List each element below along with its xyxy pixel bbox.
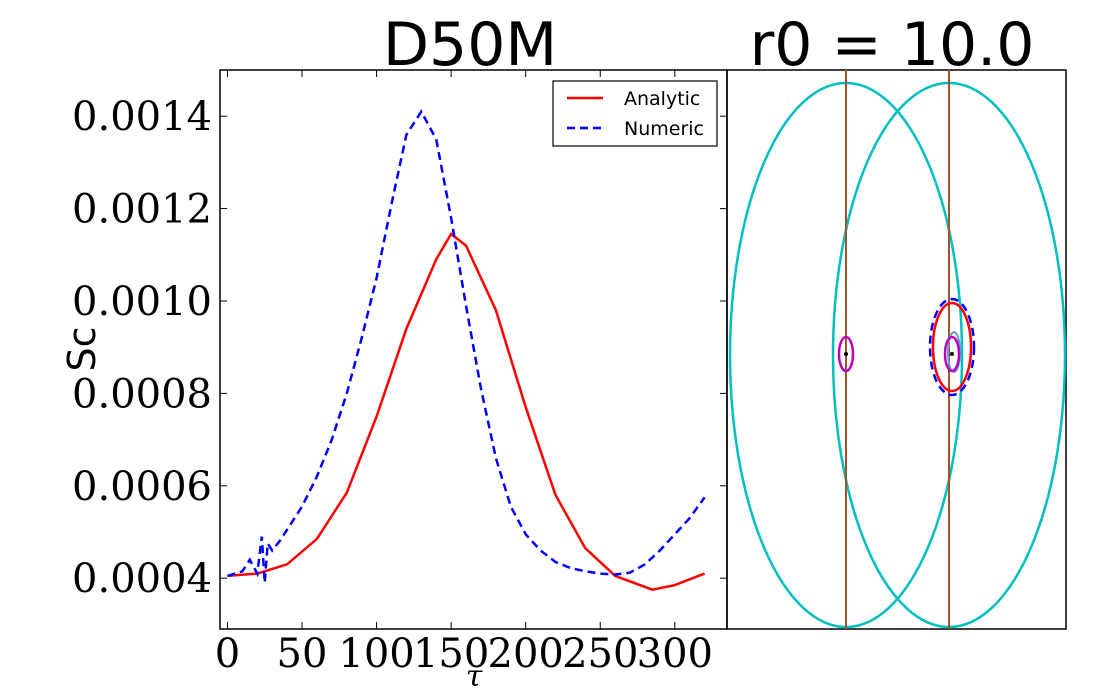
x-tick-label: 100 — [338, 631, 414, 677]
right-small-ellipse — [943, 335, 961, 373]
x-tick-label: 50 — [277, 631, 328, 677]
y-tick-label: 0.0008 — [72, 371, 212, 417]
y-tick-label: 0.0012 — [72, 187, 212, 233]
orbit-diagram — [728, 70, 1067, 629]
blue-dashed-orbit — [928, 297, 976, 397]
right-panel: r0 = 10.0 — [726, 10, 1067, 630]
y-tick-label: 0.0004 — [72, 556, 212, 602]
y-tick-label: 0.0006 — [72, 464, 212, 510]
left-small-ellipse — [837, 335, 855, 373]
x-tick-label: 200 — [488, 631, 564, 677]
y-axis-label: Sc — [60, 326, 104, 371]
y-tick-label: 0.0010 — [72, 279, 212, 325]
x-tick-label: 0 — [215, 631, 240, 677]
right-plot-frame — [726, 69, 1067, 630]
x-tick-label: 300 — [637, 631, 713, 677]
left-center-dot — [844, 352, 848, 356]
left-series-group — [227, 109, 706, 591]
x-tick-label: 250 — [562, 631, 638, 677]
left-chart-title: D50M — [383, 10, 557, 80]
analytic-series-line — [227, 232, 706, 591]
legend: Analytic Numeric — [552, 80, 718, 147]
legend-analytic-label: Analytic — [624, 88, 700, 110]
numeric-series-line — [227, 109, 706, 583]
red-orbit — [931, 301, 973, 393]
legend-numeric-label: Numeric — [624, 118, 704, 140]
x-axis-label: τ — [466, 659, 483, 694]
y-tick-label: 0.0014 — [72, 94, 212, 140]
right-chart-title: r0 = 10.0 — [750, 10, 1035, 80]
right-center-dot — [950, 352, 954, 356]
legend-box — [552, 80, 718, 147]
x-tick-label: 150 — [413, 631, 489, 677]
